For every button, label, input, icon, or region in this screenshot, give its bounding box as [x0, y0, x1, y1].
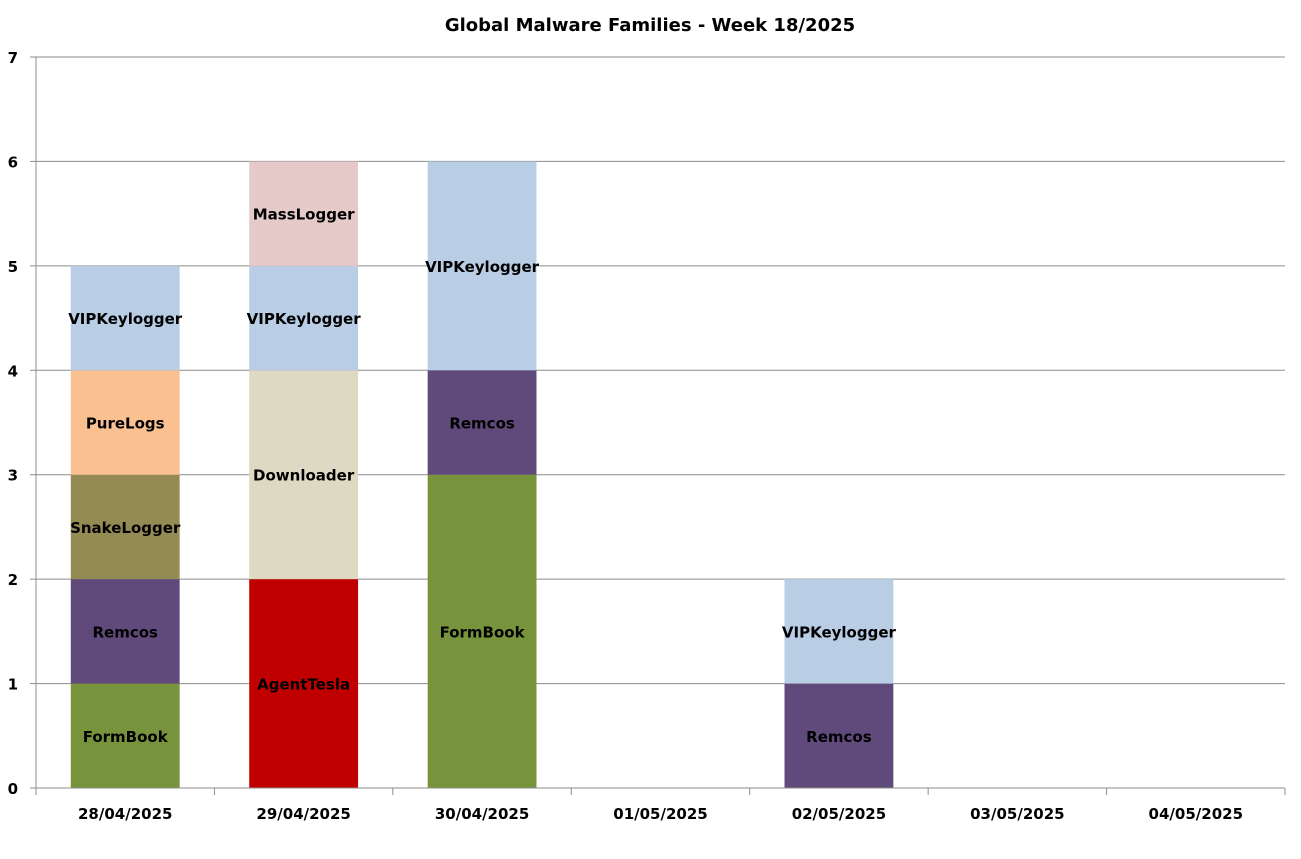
y-tick-label: 6 [8, 153, 18, 171]
data-label: FormBook [83, 728, 169, 746]
bar-segment-vipkeylogger [784, 579, 894, 684]
data-label: PureLogs [86, 415, 165, 433]
bar-segment-remcos [784, 683, 894, 788]
x-tick-label: 29/04/2025 [256, 805, 350, 823]
gridlines [36, 56, 1285, 685]
y-tick-label: 4 [8, 362, 18, 380]
axes [30, 56, 1286, 795]
data-label: Remcos [92, 623, 158, 641]
bars: FormBook Remcos SnakeLogger PureLogs VIPKeyl… [68, 161, 897, 788]
x-tick-label: 03/05/2025 [970, 805, 1064, 823]
bar-segment-vipkeylogger [249, 265, 359, 371]
data-label: Remcos [449, 415, 515, 433]
x-tick-label: 28/04/2025 [78, 805, 172, 823]
bar-segment-remcos [427, 370, 537, 475]
data-label: Remcos [806, 728, 872, 746]
bar-segment-masslogger [249, 161, 359, 266]
data-label: VIPKeylogger [247, 310, 362, 328]
y-tick-label: 5 [8, 258, 18, 276]
data-label: VIPKeylogger [782, 623, 897, 641]
bar-segment-remcos [70, 579, 180, 684]
bar-segment-vipkeylogger [70, 265, 180, 371]
bar-segment-vipkeylogger [427, 161, 537, 371]
data-label: MassLogger [253, 206, 355, 224]
x-tick-label: 01/05/2025 [613, 805, 707, 823]
bar-segment-formbook [70, 683, 180, 788]
chart-title: Global Malware Families - Week 18/2025 [445, 15, 855, 36]
data-label: Downloader [253, 467, 355, 485]
x-tick-label: 04/05/2025 [1149, 805, 1243, 823]
x-tick-label: 02/05/2025 [792, 805, 886, 823]
y-tick-label: 7 [8, 49, 18, 67]
x-tick-label: 30/04/2025 [435, 805, 529, 823]
data-label: VIPKeylogger [425, 258, 540, 276]
y-tick-label: 0 [8, 780, 18, 798]
bar-segment-formbook [427, 474, 537, 788]
bar-segment-snakelogger [70, 474, 180, 580]
y-tick-labels: 0 1 2 3 4 5 6 7 [8, 49, 18, 798]
data-label: SnakeLogger [70, 519, 181, 537]
data-label: FormBook [440, 623, 526, 641]
bar-segment-downloader [249, 370, 359, 580]
y-tick-label: 2 [8, 571, 18, 589]
bar-segment-agenttesla [249, 579, 359, 788]
data-label: VIPKeylogger [68, 310, 183, 328]
x-tick-labels: 28/04/2025 29/04/2025 30/04/2025 01/05/2025… [78, 805, 1243, 823]
y-tick-label: 3 [8, 467, 18, 485]
data-label: AgentTesla [257, 676, 350, 694]
y-tick-label: 1 [8, 676, 18, 694]
bar-segment-purelogs [70, 370, 180, 475]
